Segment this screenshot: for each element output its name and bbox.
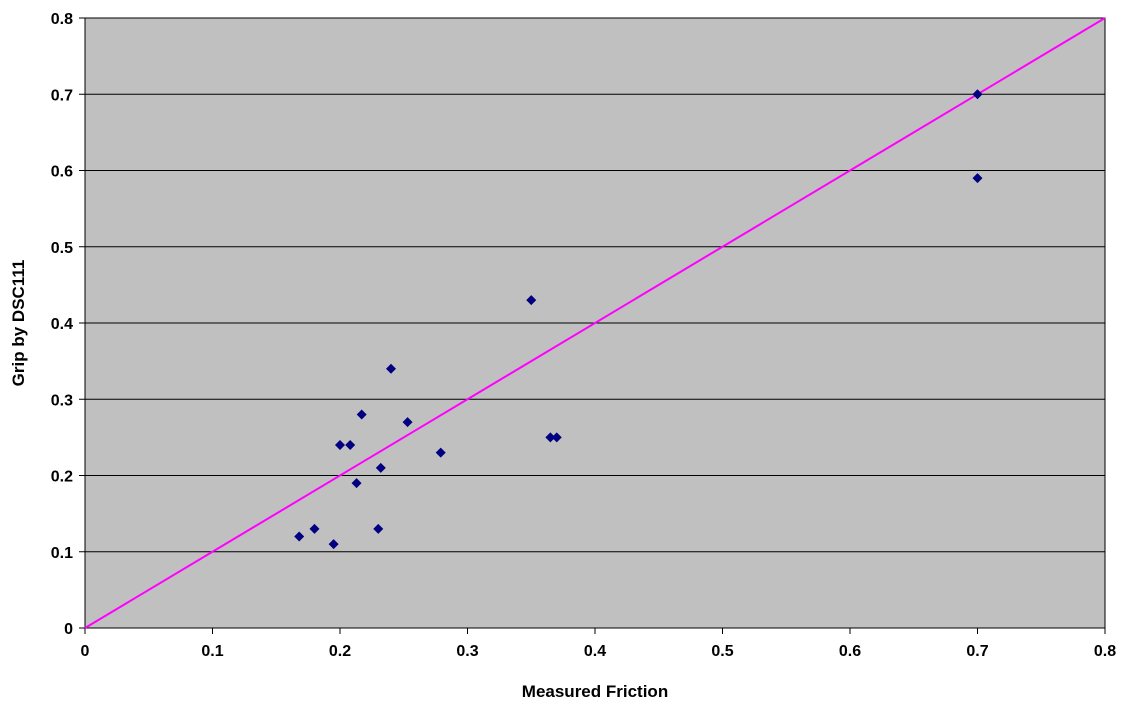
data-point: [435, 447, 446, 458]
data-point: [294, 531, 305, 542]
data-point: [345, 440, 356, 450]
y-tick-label: 0.1: [51, 545, 73, 562]
x-axis: 0 0.1 0.2 0.3 0.4 0.5 0.6 0.7 0.8: [81, 628, 1116, 660]
data-point: [351, 478, 362, 489]
data-point: [356, 409, 367, 420]
x-tick-label: 0.4: [584, 643, 606, 660]
gridlines: [85, 93, 1105, 553]
y-tick-label: 0.5: [51, 240, 73, 257]
data-point: [526, 295, 537, 306]
y-tick-label: 0.6: [51, 164, 73, 181]
x-tick-label: 0.5: [711, 643, 733, 660]
x-tick-label: 0.7: [966, 643, 988, 660]
x-tick-label: 0.3: [456, 643, 478, 660]
x-axis-title: Measured Friction: [522, 682, 668, 701]
y-tick-label: 0.2: [51, 469, 73, 486]
data-point: [972, 173, 983, 184]
data-point: [375, 462, 386, 473]
y-tick-label: 0.8: [51, 11, 73, 28]
y-tick-label: 0.7: [51, 87, 73, 104]
y-tick-label: 0.4: [51, 316, 73, 333]
data-point: [972, 89, 983, 100]
x-tick-label: 0: [81, 643, 90, 660]
x-tick-label: 0.8: [1094, 643, 1116, 660]
x-tick-label: 0.2: [329, 643, 351, 660]
data-point: [335, 440, 345, 450]
data-point: [386, 363, 396, 374]
data-point: [545, 432, 556, 443]
data-point: [309, 523, 320, 534]
data-point: [328, 539, 339, 550]
data-point: [373, 523, 384, 534]
y-axis-title: Grip by DSC111: [9, 260, 28, 387]
data-point: [551, 432, 562, 443]
reference-line: [84, 17, 1106, 629]
y-tick-label: 0.3: [51, 392, 73, 409]
y-axis: 0 0.1 0.2 0.3 0.4 0.5 0.6 0.7 0.8: [51, 11, 85, 638]
data-points: [294, 89, 983, 550]
y-tick-label: 0: [64, 621, 73, 638]
data-point: [402, 417, 413, 428]
x-tick-label: 0.6: [839, 643, 861, 660]
x-tick-label: 0.1: [201, 643, 223, 660]
